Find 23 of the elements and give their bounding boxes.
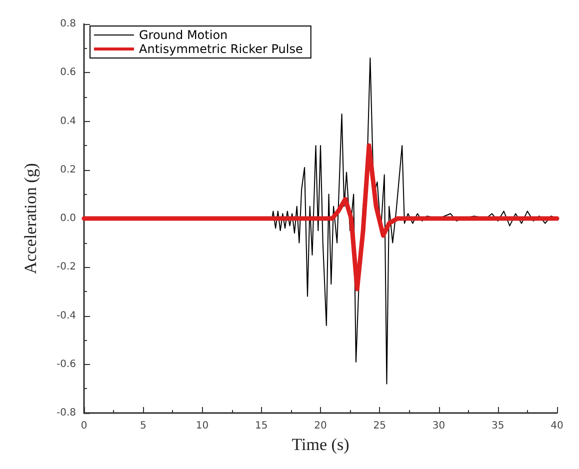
legend-label: Antisymmetric Ricker Pulse (139, 42, 303, 56)
x-tick-label: 20 (314, 420, 327, 432)
x-axis-title: Time (s) (292, 434, 350, 454)
x-tick-label: 30 (432, 420, 446, 432)
y-tick-label: 0.8 (60, 18, 76, 30)
x-tick-label: 10 (196, 420, 209, 432)
legend-label: Ground Motion (139, 28, 228, 42)
x-tick-label: 0 (80, 420, 88, 432)
x-tick-label: 40 (550, 420, 564, 432)
line-series (82, 143, 560, 292)
y-tick-label: 0.2 (60, 164, 76, 176)
x-tick-label: 35 (492, 420, 504, 432)
x-tick-label: 25 (373, 420, 386, 432)
x-tick-label: 15 (255, 420, 268, 432)
y-tick-label: 0.4 (60, 116, 76, 127)
y-tick-label: -0.4 (56, 310, 76, 322)
y-tick-label: -0.2 (56, 262, 76, 273)
y-tick-label: 0.0 (60, 213, 76, 224)
x-tick-label: 5 (140, 420, 146, 432)
y-tick-label: -0.6 (56, 358, 76, 370)
y-tick-label: 0.6 (60, 67, 76, 78)
y-axis-title: Acceleration (g) (21, 163, 40, 274)
y-tick-label: -0.8 (56, 408, 76, 418)
